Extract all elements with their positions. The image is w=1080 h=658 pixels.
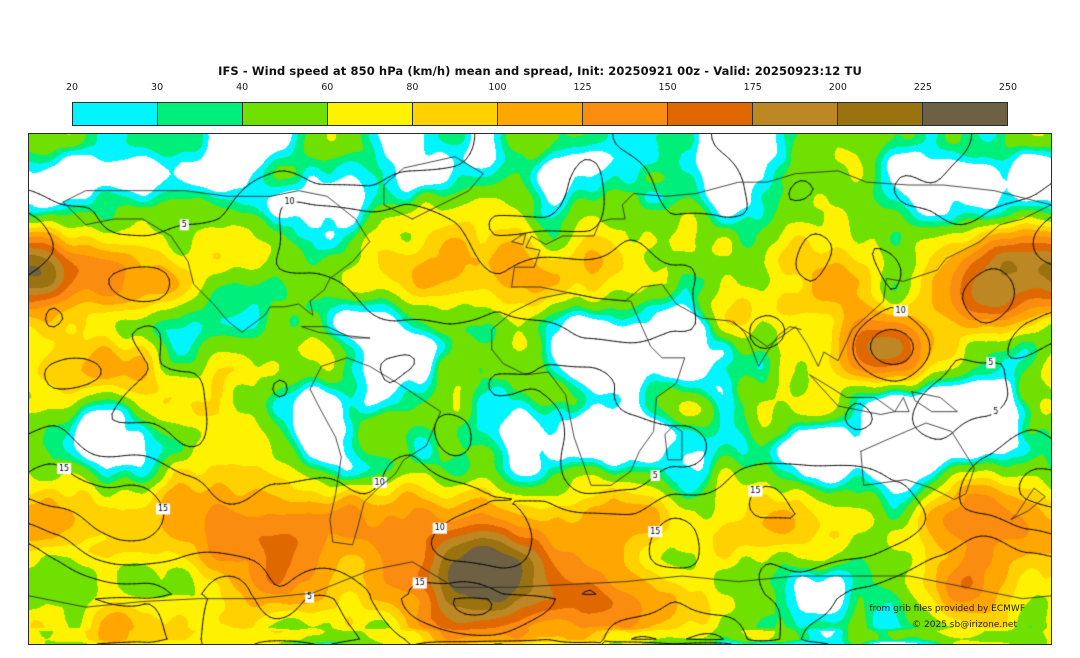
colorbar-swatch [73, 103, 158, 125]
colorbar-swatch [753, 103, 838, 125]
colorbar-tick: 225 [913, 82, 932, 93]
colorbar-tick-labels: 20 30 40 60 80 100 125 150 175 200 225 250 [66, 82, 1017, 100]
map-panel[interactable]: from grib files provided by ECMWF © 2025… [28, 133, 1052, 645]
copyright-credit: © 2025 sb@irizone.net [912, 620, 1017, 630]
colorbar-swatches [72, 102, 1008, 126]
colorbar-tick: 30 [151, 82, 164, 93]
colorbar-swatch [158, 103, 243, 125]
colorbar-tick: 250 [998, 82, 1018, 93]
data-source-credit: from grib files provided by ECMWF [869, 604, 1025, 614]
colorbar-tick: 80 [406, 82, 419, 93]
colorbar-swatch [498, 103, 583, 125]
colorbar-swatch [413, 103, 498, 125]
wind-speed-shading-canvas [29, 134, 1051, 644]
colorbar-swatch [923, 103, 1007, 125]
colorbar-tick: 100 [488, 82, 507, 93]
colorbar-tick: 125 [573, 82, 592, 93]
colorbar-swatch [328, 103, 413, 125]
colorbar-tick: 150 [658, 82, 677, 93]
colorbar-swatch [838, 103, 923, 125]
colorbar-swatch [243, 103, 328, 125]
colorbar-legend: 20 30 40 60 80 100 125 150 175 200 225 250 [66, 82, 1017, 127]
colorbar-swatch [583, 103, 668, 125]
page-title: IFS - Wind speed at 850 hPa (km/h) mean … [218, 64, 862, 78]
colorbar-tick: 40 [236, 82, 249, 93]
colorbar-tick: 175 [743, 82, 762, 93]
colorbar-tick: 20 [65, 82, 79, 93]
colorbar-tick: 60 [321, 82, 334, 93]
colorbar-tick: 200 [828, 82, 847, 93]
colorbar-swatch [668, 103, 753, 125]
